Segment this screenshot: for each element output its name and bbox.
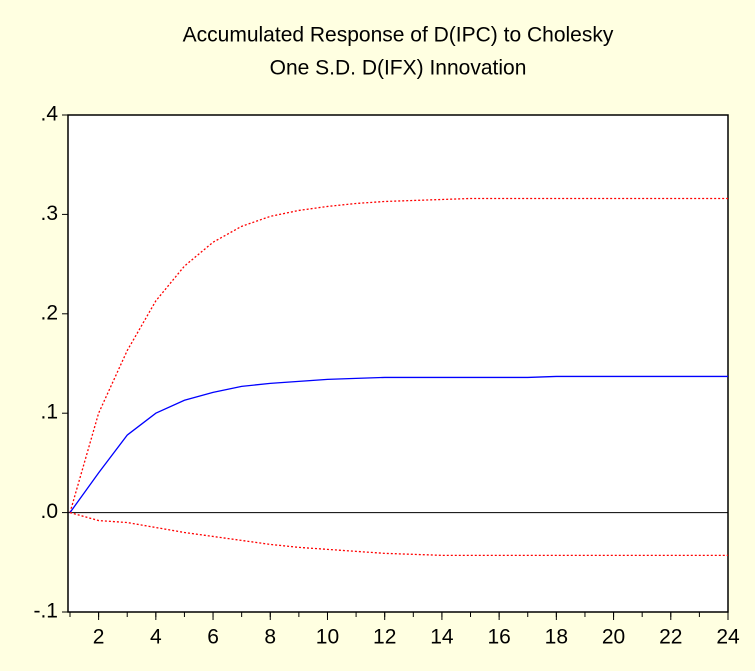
y-tick-label: -.1 <box>33 600 58 623</box>
x-tick-label: 8 <box>264 626 276 649</box>
x-tick-label: 12 <box>373 626 396 649</box>
x-tick-label: 6 <box>207 626 219 649</box>
x-tick-label: 18 <box>545 626 568 649</box>
y-tick-label: .4 <box>40 103 58 126</box>
x-tick-label: 4 <box>150 626 162 649</box>
chart-title: One S.D. D(IFX) Innovation <box>270 57 527 80</box>
x-tick-label: 10 <box>316 626 339 649</box>
series-line <box>69 197 728 513</box>
x-tick-label: 22 <box>659 626 682 649</box>
series-line <box>69 375 728 513</box>
x-tick-label: 20 <box>602 626 625 649</box>
x-tick-label: 14 <box>430 626 454 649</box>
chart-title: Accumulated Response of D(IPC) to Choles… <box>183 24 614 47</box>
x-tick-label: 24 <box>716 626 740 649</box>
series-line <box>69 511 728 556</box>
y-tick-label: .1 <box>40 401 58 424</box>
x-tick-label: 2 <box>93 626 105 649</box>
y-tick-label: .0 <box>40 500 58 523</box>
plot-area <box>67 114 729 613</box>
y-tick-label: .2 <box>40 301 58 324</box>
y-tick-label: .3 <box>40 202 58 225</box>
x-tick-label: 16 <box>487 626 510 649</box>
